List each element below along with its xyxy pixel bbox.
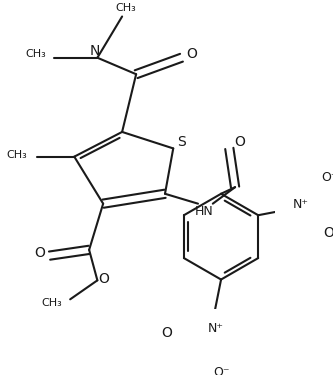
Text: O: O <box>186 46 197 61</box>
Text: HN: HN <box>195 206 214 218</box>
Text: CH₃: CH₃ <box>25 49 46 58</box>
Text: O: O <box>324 226 333 240</box>
Text: O: O <box>99 272 110 286</box>
Text: CH₃: CH₃ <box>6 150 27 160</box>
Text: CH₃: CH₃ <box>116 3 137 13</box>
Text: N⁺: N⁺ <box>293 198 309 211</box>
Text: CH₃: CH₃ <box>42 298 62 309</box>
Text: S: S <box>177 135 186 149</box>
Text: O⁻: O⁻ <box>321 171 333 184</box>
Text: O: O <box>234 135 245 149</box>
Text: N⁺: N⁺ <box>207 322 223 336</box>
Text: O: O <box>34 246 45 260</box>
Text: O⁻: O⁻ <box>213 366 229 375</box>
Text: O: O <box>161 326 172 340</box>
Text: N: N <box>90 44 100 58</box>
